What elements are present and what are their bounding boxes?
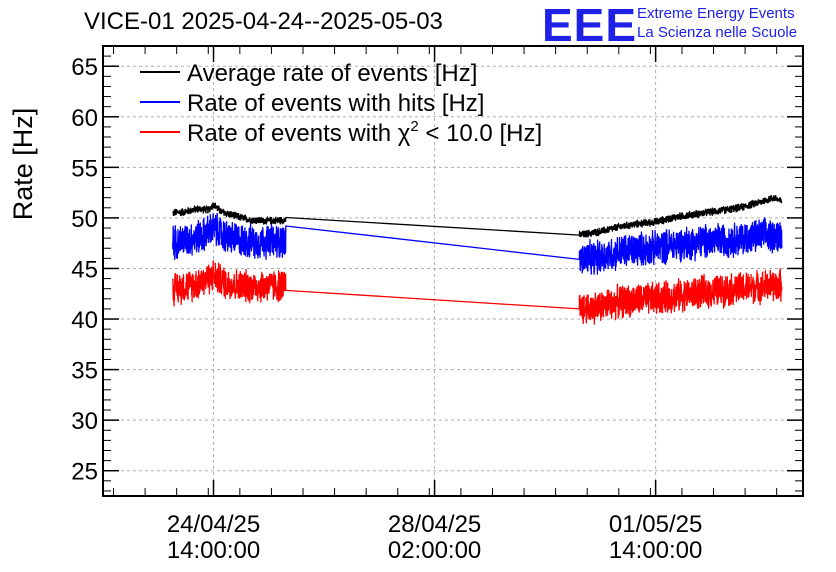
plot-frame <box>102 45 804 497</box>
legend-label-1: Rate of events with hits [Hz] <box>187 90 484 117</box>
x-tick-labels: 24/04/2514:00:0028/04/2502:00:0001/05/25… <box>167 511 703 564</box>
data-series-layer <box>172 194 783 325</box>
series-line-2 <box>172 260 783 325</box>
y-tick-label: 35 <box>71 358 98 385</box>
brand-line-2: La Scienza nelle Scuole <box>637 24 798 41</box>
y-axis-label: Rate [Hz] <box>8 108 38 221</box>
y-tick-label: 45 <box>71 256 98 283</box>
x-tick-label-time: 14:00:00 <box>609 537 702 564</box>
y-tick-label: 55 <box>71 155 98 182</box>
series-line-0 <box>172 194 783 238</box>
x-tick-label-date: 28/04/25 <box>388 511 481 538</box>
legend-label-2: Rate of events with χ2 < 10.0 [Hz] <box>187 118 542 147</box>
eee-logo: EEE <box>542 0 638 51</box>
y-tick-labels: 25 30 35 40 45 50 55 60 65 <box>71 54 98 485</box>
legend-label-text: Rate of events with χ <box>187 120 411 147</box>
x-tick-label-time: 02:00:00 <box>388 537 481 564</box>
legend-label-tail: < 10.0 [Hz] <box>419 120 542 147</box>
legend: Average rate of events [Hz] Rate of event… <box>140 60 542 147</box>
y-tick-label: 30 <box>71 408 98 435</box>
y-tick-label: 50 <box>71 206 98 233</box>
y-tick-label: 40 <box>71 307 98 334</box>
x-tick-label-time: 14:00:00 <box>167 537 260 564</box>
brand-line-1: Extreme Energy Events <box>637 5 795 22</box>
chart-title: VICE-01 2025-04-24--2025-05-03 <box>84 8 443 35</box>
y-tick-label: 60 <box>71 105 98 132</box>
x-tick-label-date: 01/05/25 <box>609 511 702 538</box>
legend-superscript: 2 <box>410 118 418 135</box>
y-tick-label: 65 <box>71 54 98 81</box>
y-tick-label: 25 <box>71 459 98 486</box>
brand-text: Extreme Energy Events La Scienza nelle S… <box>637 4 797 42</box>
axis-ticks <box>103 45 803 496</box>
legend-label-0: Average rate of events [Hz] <box>187 60 477 87</box>
x-tick-label-date: 24/04/25 <box>167 511 260 538</box>
series-line-1 <box>172 212 783 275</box>
